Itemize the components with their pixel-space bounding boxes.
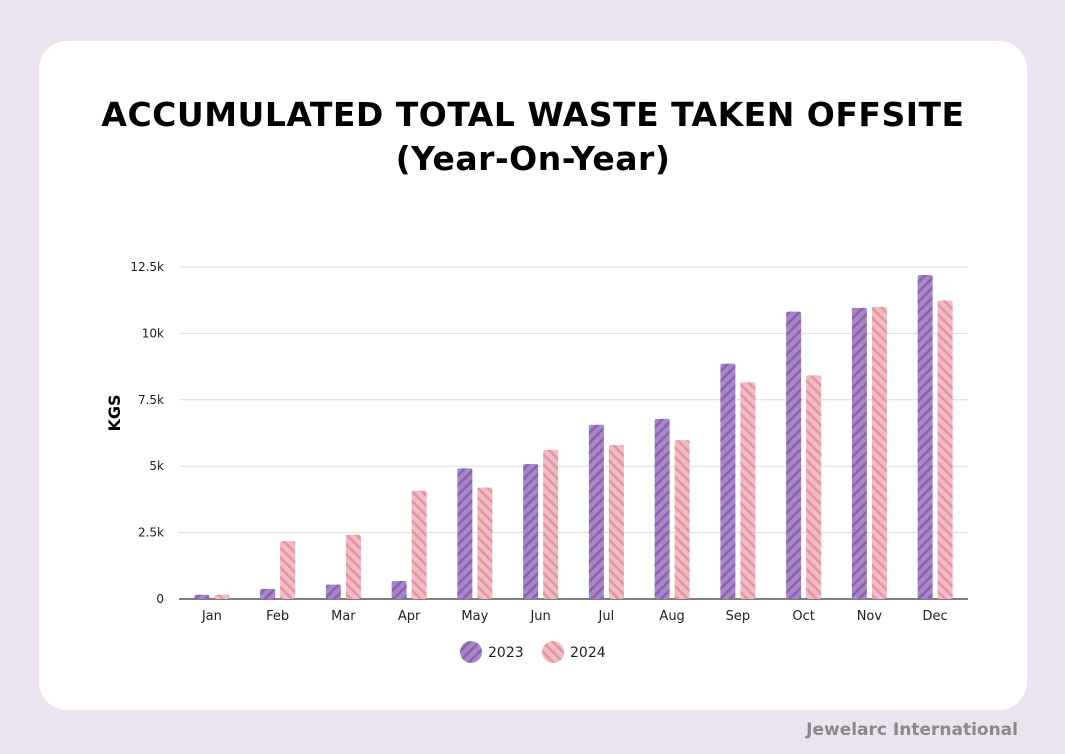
y-tick-label: 7.5k	[138, 393, 164, 407]
x-tick-label: May	[461, 609, 488, 624]
y-tick-label: 12.5k	[130, 260, 164, 274]
x-axis-ticks: Jan Feb Mar Apr May Jun Jul Aug Sep Oct Nov Dec	[201, 609, 948, 624]
bar-2023-oct	[786, 311, 802, 599]
legend-label-2023: 2023	[488, 645, 524, 661]
bar-2023-jan	[194, 594, 210, 599]
y-tick-label: 10k	[142, 326, 164, 340]
x-tick-label: Sep	[726, 609, 751, 624]
y-tick-label: 5k	[149, 459, 164, 473]
gridlines	[179, 266, 968, 600]
y-axis-label: KGS	[105, 394, 124, 431]
legend-swatch-2024	[542, 641, 564, 663]
bar-2024-jul	[608, 444, 624, 599]
bar-2023-nov	[851, 307, 867, 599]
legend: 2023 2024	[460, 641, 606, 663]
bar-2024-oct	[806, 375, 822, 599]
chart-title-line1: ACCUMULATED TOTAL WASTE TAKEN OFFSITE	[101, 95, 965, 134]
bars	[194, 274, 953, 599]
chart-title: ACCUMULATED TOTAL WASTE TAKEN OFFSITE (Y…	[39, 93, 1027, 181]
bar-2023-mar	[325, 584, 341, 599]
bar-2023-apr	[391, 580, 407, 599]
bar-2023-feb	[260, 588, 276, 599]
bar-2024-jan	[214, 594, 230, 599]
footer-company: Jewelarc International	[806, 720, 1018, 740]
bar-2024-mar	[345, 534, 361, 599]
x-tick-label: Dec	[923, 609, 948, 624]
bar-2024-feb	[280, 541, 296, 599]
bar-2023-sep	[720, 363, 736, 599]
x-tick-label: Jan	[201, 609, 222, 624]
bar-2023-jun	[523, 464, 539, 599]
y-axis-ticks: 0 2.5k 5k 7.5k 10k 12.5k	[130, 260, 164, 606]
x-tick-label: Jun	[529, 609, 550, 624]
x-tick-label: Apr	[398, 609, 421, 624]
bar-2024-aug	[674, 440, 690, 599]
legend-label-2024: 2024	[570, 645, 606, 661]
bar-2024-dec	[937, 300, 953, 599]
bar-2023-dec	[917, 274, 933, 599]
bar-2024-nov	[871, 306, 887, 599]
bar-2023-jul	[588, 424, 604, 599]
bar-2023-aug	[654, 418, 670, 599]
x-tick-label: Oct	[792, 609, 814, 624]
legend-swatch-2023	[460, 641, 482, 663]
bar-2024-sep	[740, 382, 756, 599]
chart-title-line2: (Year-On-Year)	[395, 139, 671, 178]
y-tick-label: 0	[156, 592, 164, 606]
x-tick-label: Aug	[659, 609, 684, 624]
y-tick-label: 2.5k	[138, 526, 164, 540]
bar-2024-jun	[543, 449, 559, 599]
x-tick-label: Mar	[331, 609, 356, 624]
bar-2023-may	[457, 468, 473, 599]
bar-2024-may	[477, 487, 493, 599]
x-tick-label: Nov	[857, 609, 883, 624]
bar-chart: 0 2.5k 5k 7.5k 10k 12.5k Jan Feb Mar Apr May Jun Ju…	[105, 260, 968, 663]
x-tick-label: Feb	[266, 609, 289, 624]
x-tick-label: Jul	[598, 609, 615, 624]
chart-card: ACCUMULATED TOTAL WASTE TAKEN OFFSITE (Y…	[39, 41, 1027, 710]
bar-2024-apr	[411, 490, 427, 599]
